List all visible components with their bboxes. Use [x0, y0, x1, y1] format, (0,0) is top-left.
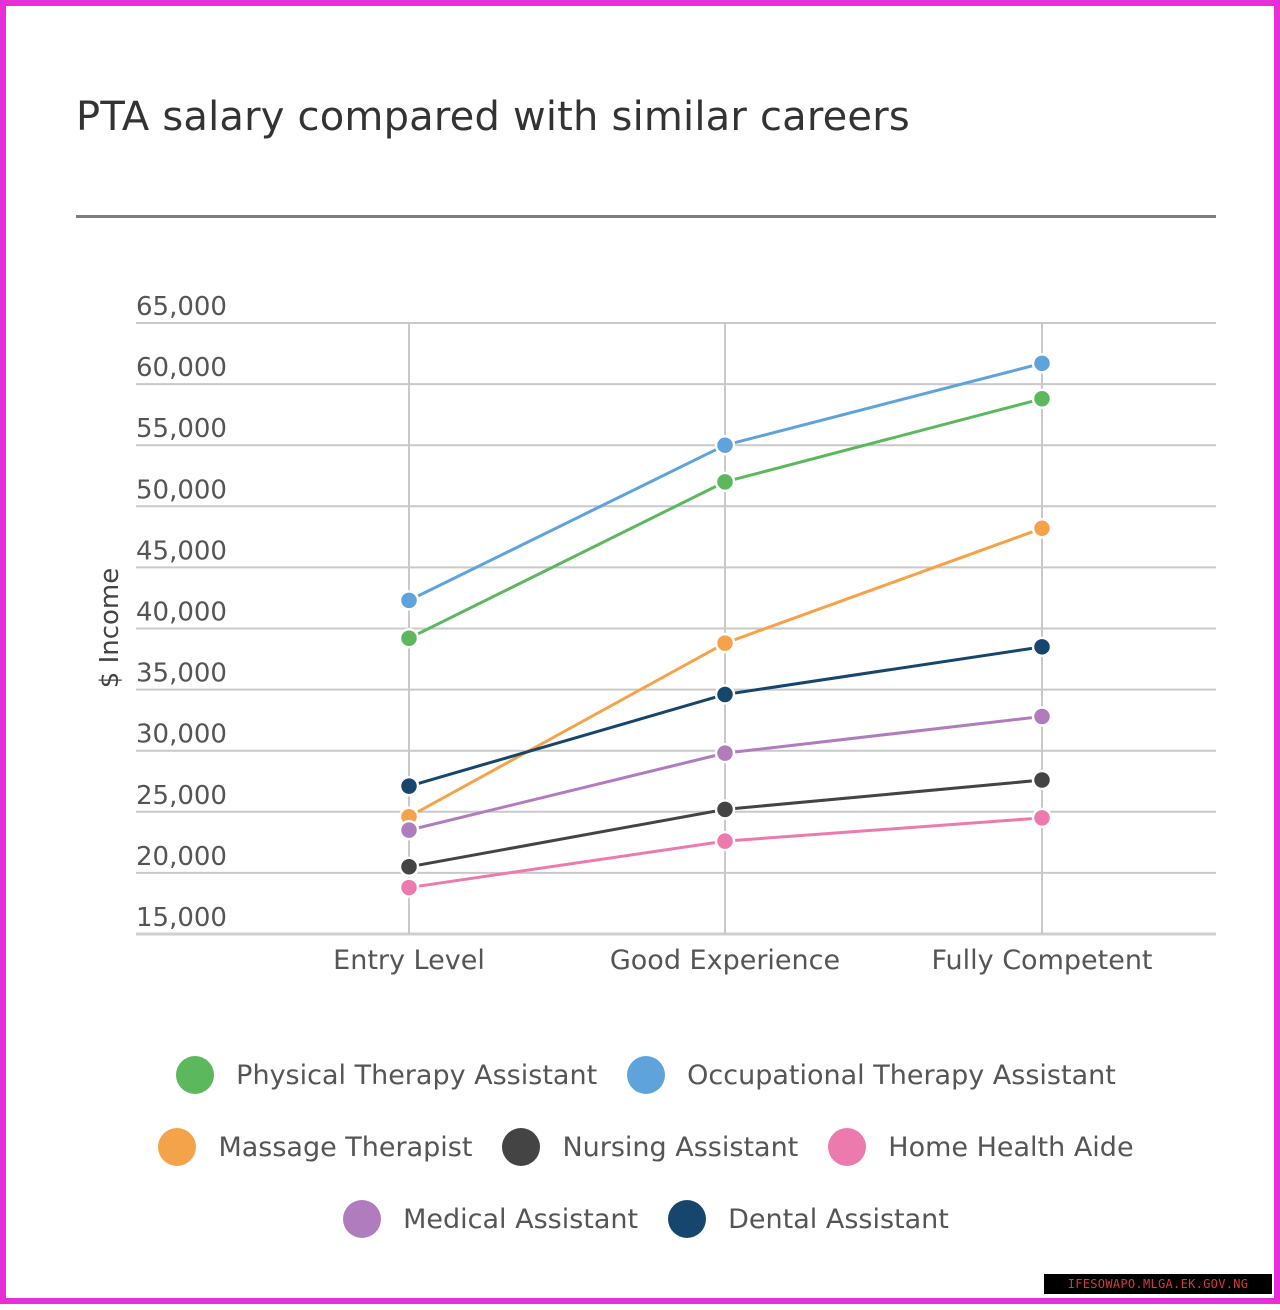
- x-tick-label: Fully Competent: [931, 945, 1152, 976]
- data-point: [714, 632, 736, 654]
- data-point: [714, 799, 736, 820]
- legend-swatch: [828, 1128, 867, 1166]
- y-tick-label: 20,000: [136, 842, 227, 872]
- chart-grid: [136, 322, 1216, 936]
- y-tick-label: 65,000: [136, 292, 227, 322]
- legend-row: Physical Therapy Assistant Occupational T…: [6, 1056, 1280, 1094]
- title-divider: [76, 215, 1216, 218]
- data-point: [714, 742, 736, 764]
- y-axis: 15,000 20,000 25,000 30,000 35,000 40,000 45,0…: [136, 292, 227, 933]
- legend-item: Massage Therapist: [158, 1128, 472, 1166]
- data-point: [398, 775, 420, 797]
- watermark: IFESOWAPO.MLGA.EK.GOV.NG: [1044, 1274, 1272, 1294]
- series-massage-therapist: [398, 518, 1053, 827]
- legend-row: Medical Assistant Dental Assistant: [6, 1200, 1280, 1238]
- y-tick-label: 40,000: [136, 598, 227, 628]
- legend-item: Physical Therapy Assistant: [176, 1056, 597, 1094]
- legend-swatch: [343, 1200, 382, 1238]
- y-tick-label: 25,000: [136, 781, 227, 811]
- y-axis-label: $ Income: [95, 568, 125, 688]
- legend-label: Dental Assistant: [728, 1203, 949, 1235]
- data-point: [398, 877, 420, 898]
- line-chart: 15,000 20,000 25,000 30,000 35,000 40,000 45,0…: [95, 292, 1216, 976]
- series-occupational-therapy-assistant: [398, 353, 1053, 611]
- chart-title: PTA salary compared with similar careers: [76, 94, 910, 140]
- legend-label: Nursing Assistant: [562, 1131, 799, 1163]
- data-point: [714, 830, 736, 852]
- data-point: [714, 434, 736, 456]
- legend-swatch: [668, 1200, 707, 1238]
- legend-label: Medical Assistant: [403, 1203, 639, 1235]
- series-lines: [398, 353, 1053, 898]
- legend-swatch: [627, 1056, 666, 1094]
- legend-label: Massage Therapist: [218, 1131, 473, 1163]
- y-tick-label: 60,000: [136, 353, 227, 383]
- legend-item: Nursing Assistant: [502, 1128, 798, 1166]
- data-point: [1031, 353, 1053, 374]
- x-tick-label: Entry Level: [333, 945, 485, 976]
- data-point: [1031, 636, 1053, 658]
- y-tick-label: 15,000: [136, 903, 227, 933]
- y-tick-label: 35,000: [136, 659, 227, 689]
- legend-item: Dental Assistant: [668, 1200, 949, 1238]
- y-tick-label: 45,000: [136, 536, 227, 566]
- data-point: [398, 856, 420, 878]
- data-point: [1031, 388, 1053, 410]
- series-home-health-aide: [398, 807, 1053, 898]
- data-point: [714, 471, 736, 493]
- legend-item: Medical Assistant: [343, 1200, 638, 1238]
- series-medical-assistant: [398, 706, 1053, 841]
- data-point: [1031, 706, 1053, 727]
- legend-item: Occupational Therapy Assistant: [627, 1056, 1116, 1094]
- y-tick-label: 30,000: [136, 720, 227, 750]
- series-nursing-assistant: [398, 769, 1053, 878]
- x-tick-label: Good Experience: [610, 945, 840, 976]
- data-point: [714, 684, 736, 705]
- x-axis: Entry Level Good Experience Fully Competen…: [333, 945, 1152, 976]
- y-tick-label: 55,000: [136, 414, 227, 444]
- data-point: [1031, 518, 1053, 539]
- data-point: [398, 819, 420, 841]
- legend-item: Home Health Aide: [828, 1128, 1134, 1166]
- legend-row: Massage Therapist Nursing Assistant Home H…: [6, 1128, 1280, 1166]
- legend-label: Physical Therapy Assistant: [236, 1059, 598, 1091]
- data-point: [398, 590, 420, 611]
- legend-label: Home Health Aide: [888, 1131, 1134, 1163]
- legend-label: Occupational Therapy Assistant: [687, 1059, 1116, 1091]
- data-point: [1031, 807, 1053, 829]
- legend-swatch: [176, 1056, 215, 1094]
- data-point: [398, 628, 420, 649]
- series-dental-assistant: [398, 636, 1053, 797]
- y-tick-label: 50,000: [136, 475, 227, 505]
- legend-swatch: [158, 1128, 197, 1166]
- data-point: [1031, 769, 1053, 791]
- legend-swatch: [502, 1128, 541, 1166]
- series-physical-therapy-assistant: [398, 388, 1053, 649]
